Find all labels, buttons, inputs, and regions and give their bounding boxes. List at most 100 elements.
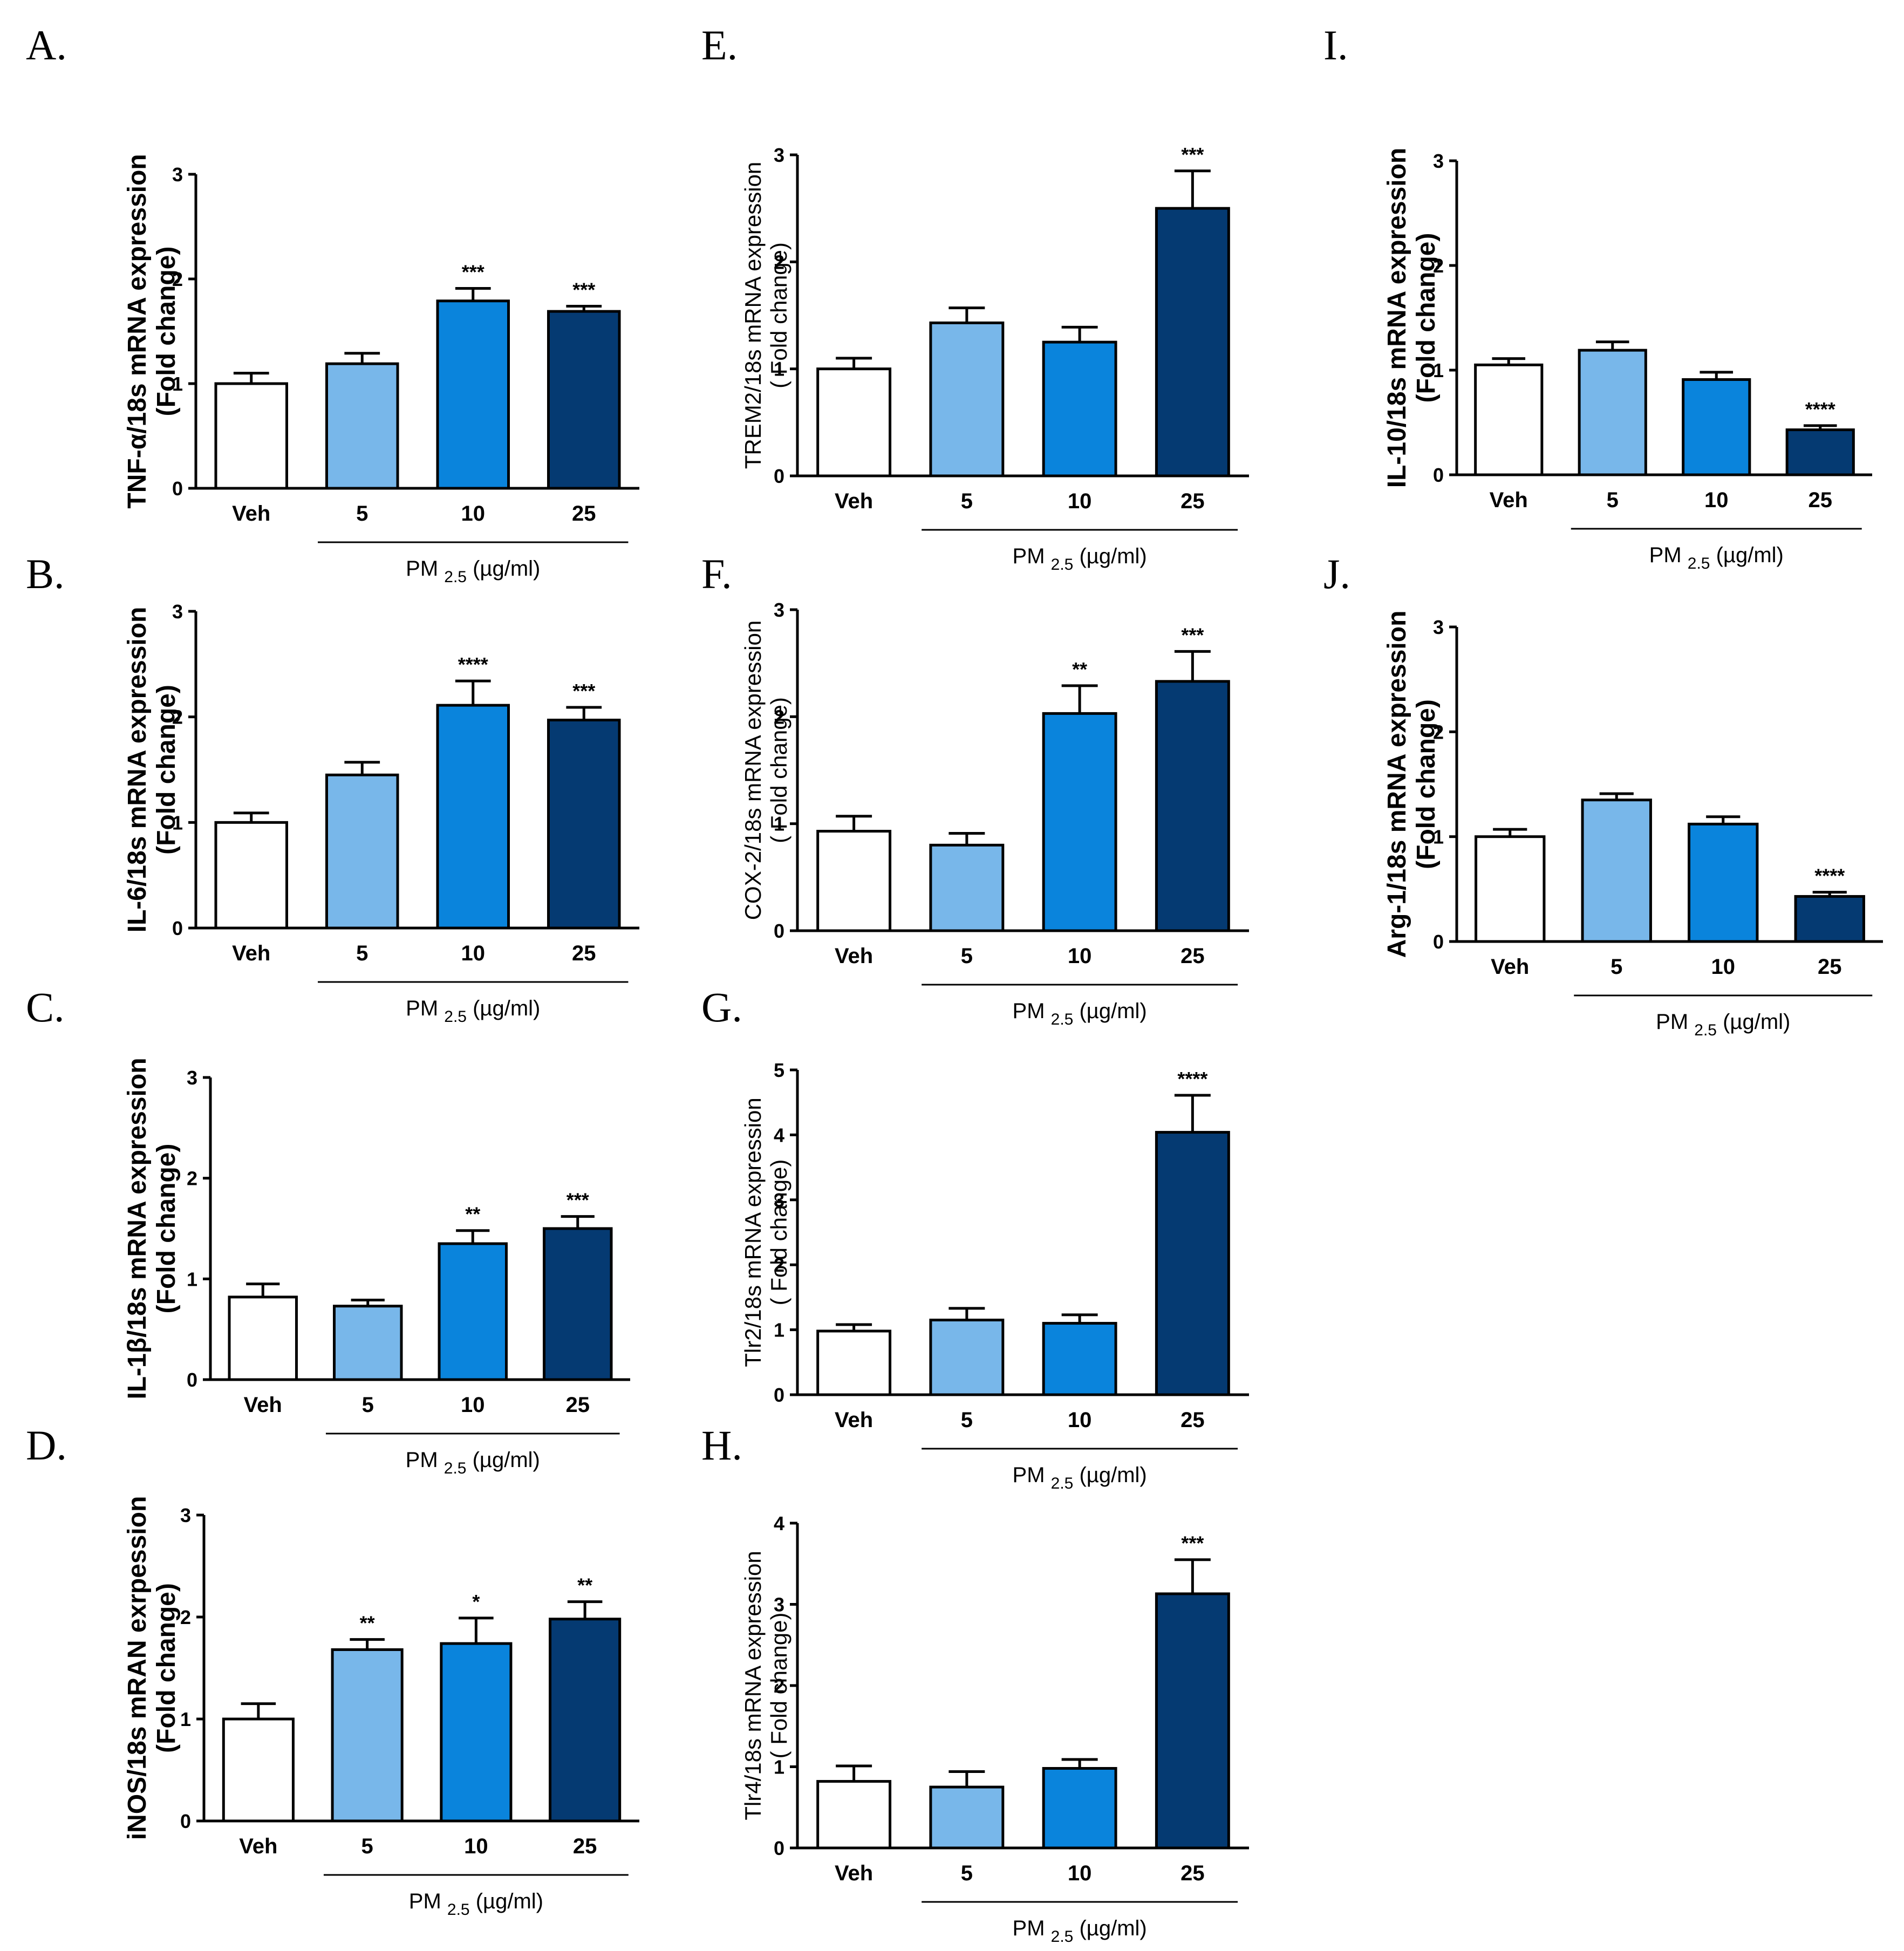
y-axis-label: TNF-α/18s mRNA expression [123,154,152,508]
y-tick-label: 3 [774,1189,784,1211]
y-axis-label: TREM2/18s mRNA expression [740,162,766,469]
panel-e: E. TREM2/18s mRNA expression( Fold change… [701,22,1249,574]
significance-label: * [472,1591,480,1613]
x-tick-label: 10 [1068,489,1092,513]
group-label-subscript: 2.5 [444,1459,467,1477]
panel-b: B. IL-6/18s mRNA expression (Fold change) 0… [26,550,639,1026]
y-axis-label-units: (Fold change) [1412,699,1441,869]
bar-5 [325,773,399,930]
bar-25 [1794,895,1865,943]
y-tick-label: 0 [172,917,183,939]
group-label-main: PM [1656,1010,1694,1034]
y-tick-label: 3 [180,1504,191,1526]
group-label-unit: (µg/ml) [470,1889,543,1913]
x-tick-label: 10 [1068,1408,1092,1432]
y-tick-label: 1 [774,1756,784,1778]
y-axis-label-units: ( Fold change) [766,242,791,388]
y-tick-label: 2 [774,1254,784,1276]
y-tick-label: 4 [774,1512,784,1534]
bar-10 [1688,822,1759,943]
bar-10 [1042,712,1117,932]
x-tick-label: 10 [1068,1861,1092,1885]
bar-25 [1785,428,1855,476]
bar-veh [816,1329,892,1396]
bar-veh [222,1717,295,1823]
y-tick-label: 1 [774,813,784,835]
group-label: PM 2.5 (µg/ml) [406,997,540,1026]
bar-10 [1042,1322,1117,1396]
group-label: PM 2.5 (µg/ml) [1656,1010,1790,1039]
y-tick-label: 0 [1433,931,1444,953]
panel-letter: J. [1323,550,1350,597]
x-tick-label: 10 [1704,488,1729,512]
bar-5 [929,1319,1005,1396]
y-tick-label: 0 [1433,464,1444,486]
y-tick-label: 4 [774,1124,784,1146]
significance-label: *** [1181,624,1204,646]
y-axis-label-units: ( Fold change) [766,1613,791,1759]
y-axis-label: COX-2/18s mRNA expression [740,620,766,920]
panel-letter: H. [701,1422,742,1469]
x-tick-label: 25 [572,942,596,965]
panel-letter: D. [26,1422,67,1469]
bar-25 [543,1227,613,1381]
x-tick-label: 25 [566,1393,590,1417]
group-label: PM 2.5 (µg/ml) [1649,543,1784,572]
group-label-main: PM [1013,1463,1051,1487]
x-tick-label: 10 [464,1834,488,1858]
x-tick-label: Veh [835,1861,873,1885]
x-tick-label: Veh [835,489,873,513]
group-label-unit: (µg/ml) [1710,543,1783,567]
x-tick-label: 5 [961,1861,973,1885]
x-tick-label: Veh [244,1393,282,1417]
group-label-subscript: 2.5 [1051,1475,1074,1492]
group-label-subscript: 2.5 [1694,1021,1717,1039]
bar-veh [1475,835,1546,943]
y-tick-label: 0 [774,1837,784,1859]
y-axis-label-units: ( Fold change) [766,697,791,843]
y-axis-label-units: (Fold change) [152,1144,181,1314]
x-tick-label: 5 [356,502,368,526]
y-axis-label: IL-10/18s mRNA expression [1383,148,1411,488]
bar-5 [929,1785,1005,1850]
y-axis-label: IL-6/18s mRNA expression [123,607,152,933]
y-tick-label: 1 [774,1319,784,1341]
bar-25 [1155,1131,1230,1396]
group-label-subscript: 2.5 [1688,555,1710,572]
group-label-unit: (µg/ml) [467,997,540,1020]
y-tick-label: 3 [1433,150,1444,172]
group-label-main: PM [406,557,444,581]
group-label-unit: (µg/ml) [1073,544,1147,568]
y-tick-label: 2 [172,268,183,290]
y-tick-label: 3 [774,144,784,166]
group-label-main: PM [1013,999,1051,1023]
bar-10 [1682,378,1751,476]
bar-5 [325,362,399,490]
significance-label: *** [1181,144,1204,166]
group-label-unit: (µg/ml) [1073,999,1147,1023]
significance-label: **** [1177,1068,1207,1090]
x-tick-label: 25 [1180,1861,1205,1885]
x-tick-label: Veh [1490,488,1528,512]
x-tick-label: 5 [361,1834,373,1858]
group-label-unit: (µg/ml) [467,557,540,581]
bar-25 [547,719,621,930]
y-tick-label: 1 [172,373,183,395]
bar-25 [547,310,621,490]
panel-g: G. Tlr2/18s mRNA expression( Fold change)… [701,984,1249,1492]
panel-letter: G. [701,984,742,1031]
y-tick-label: 0 [774,1384,784,1406]
y-axis-label: iNOS/18s mRAN exrpession [123,1496,152,1840]
group-label-main: PM [1649,543,1688,567]
y-tick-label: 1 [1433,826,1444,848]
x-tick-label: 25 [572,502,596,526]
group-label-subscript: 2.5 [444,1008,467,1026]
y-axis-label-units: (Fold change) [152,685,181,855]
x-tick-label: 10 [1711,955,1736,979]
y-tick-label: 2 [774,1675,784,1697]
x-tick-label: 5 [362,1393,374,1417]
bar-25 [1155,1592,1230,1850]
y-tick-label: 3 [172,163,183,186]
y-tick-label: 1 [180,1708,191,1730]
